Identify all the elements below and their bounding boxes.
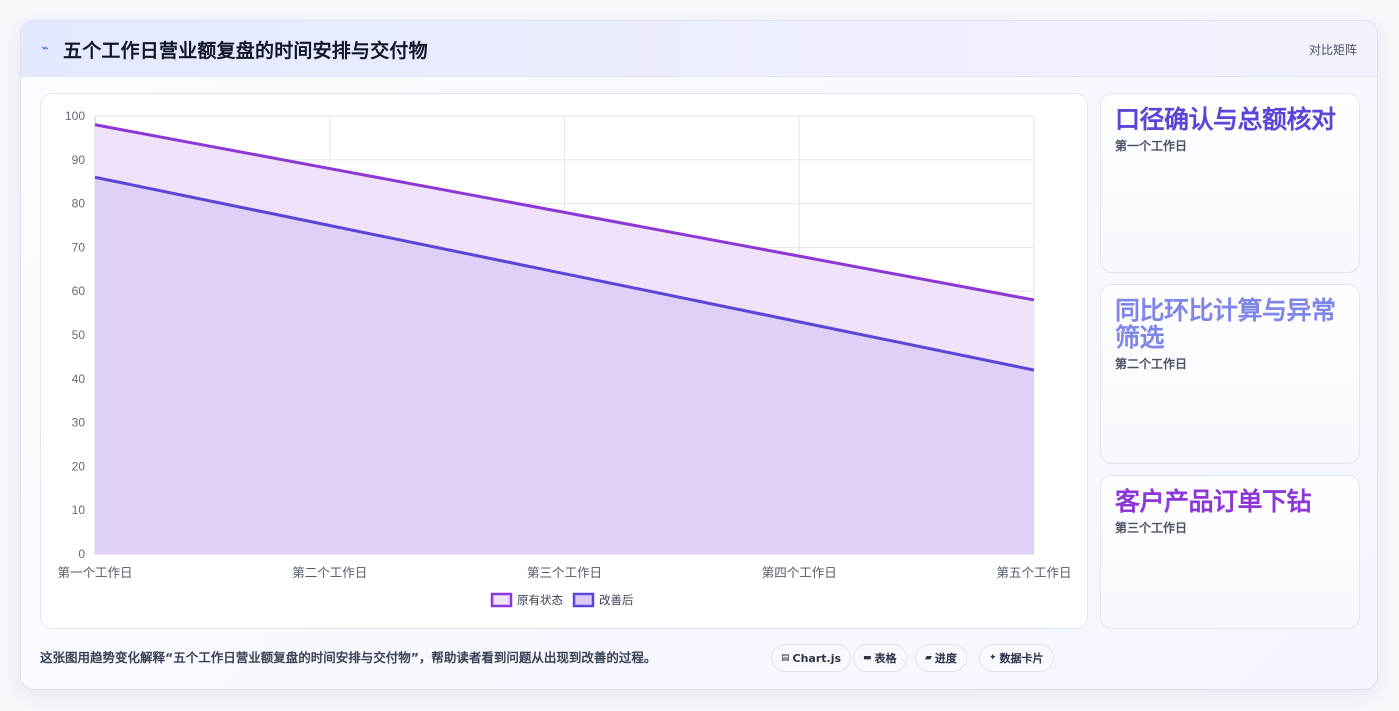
y-tick-label: 90: [72, 153, 86, 167]
y-tick-label: 20: [72, 459, 86, 473]
main-card: ⌁ 五个工作日营业额复盘的时间安排与交付物 对比矩阵 0 10 20 30 40 50 60…: [20, 20, 1378, 690]
side-card-title: 口径确认与总额核对: [1115, 105, 1336, 134]
chart-panel: 0 10 20 30 40 50 60 70 80 90 100 第一个工作日 第二个工作日 第三个工作日…: [40, 93, 1088, 629]
side-card-3: 客户产品订单下钻 第三个工作日: [1100, 475, 1360, 629]
side-card-1: 口径确认与总额核对 第一个工作日: [1100, 93, 1360, 273]
side-card-title: 客户产品订单下钻: [1115, 487, 1312, 516]
y-tick-label: 70: [72, 240, 86, 254]
badge-label: 数据卡片: [999, 652, 1044, 665]
area-chart: 0 10 20 30 40 50 60 70 80 90 100 第一个工作日 第二个工作日 第三个工作日…: [57, 109, 1072, 608]
side-card-2: 同比环比计算与异常筛选 第二个工作日: [1100, 284, 1360, 464]
x-tick-label: 第一个工作日: [57, 565, 132, 580]
x-tick-label: 第四个工作日: [762, 565, 837, 580]
badge-label: 进度: [934, 652, 957, 665]
side-card-subtitle: 第三个工作日: [1115, 521, 1188, 535]
badge-chartjs[interactable]: ▤ Chart.js: [771, 644, 852, 672]
side-card-title: 同比环比计算与异常筛选: [1115, 296, 1336, 352]
legend-swatch-2: [572, 592, 595, 608]
table-icon: ▬: [863, 653, 872, 663]
y-tick-label: 0: [78, 547, 85, 561]
chart-caption: 这张图用趋势变化解释“五个工作日营业额复盘的时间安排与交付物”，帮助读者看到问题…: [40, 650, 657, 665]
y-tick-label: 10: [72, 503, 86, 517]
card-header: ⌁ 五个工作日营业额复盘的时间安排与交付物 对比矩阵: [21, 21, 1377, 77]
y-tick-label: 60: [72, 284, 86, 298]
legend-label-1: 原有状态: [517, 593, 563, 607]
sparkle-icon: ✦: [989, 653, 997, 663]
x-tick-label: 第三个工作日: [527, 565, 602, 580]
trend-line-icon: ⌁: [41, 41, 49, 56]
x-tick-label: 第五个工作日: [996, 565, 1071, 580]
badge-label: Chart.js: [792, 651, 842, 665]
legend-label-2: 改善后: [599, 593, 634, 607]
legend-swatch-1: [490, 592, 513, 608]
view-mode-tag[interactable]: 对比矩阵: [1308, 43, 1357, 57]
y-tick-label: 30: [72, 416, 86, 430]
page-title: 五个工作日营业额复盘的时间安排与交付物: [63, 40, 428, 62]
badge-label: 表格: [874, 652, 897, 665]
badge-table[interactable]: ▬ 表格: [853, 644, 907, 672]
badge-data-card[interactable]: ✦ 数据卡片: [979, 644, 1054, 672]
y-tick-label: 40: [72, 372, 86, 386]
progress-icon: ▰: [925, 653, 932, 663]
series-area-2: [95, 177, 1034, 554]
y-tick-label: 100: [65, 109, 85, 123]
side-card-subtitle: 第二个工作日: [1115, 357, 1188, 371]
y-tick-label: 80: [72, 197, 86, 211]
side-card-subtitle: 第一个工作日: [1115, 139, 1188, 153]
badge-progress[interactable]: ▰ 进度: [915, 644, 967, 672]
x-tick-label: 第二个工作日: [292, 565, 367, 580]
y-tick-label: 50: [72, 328, 86, 342]
chart-icon: ▤: [781, 653, 790, 663]
